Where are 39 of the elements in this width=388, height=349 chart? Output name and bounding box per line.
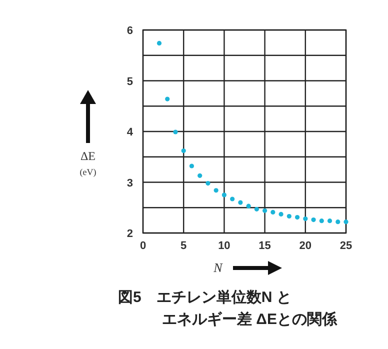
point [336, 220, 340, 224]
y-tick-label: 6 [126, 25, 133, 37]
point [230, 196, 235, 202]
x-tick-label: 20 [299, 240, 312, 252]
point [238, 200, 243, 205]
point [254, 206, 259, 212]
x-tick-label: 0 [140, 240, 146, 252]
x-tick-label: 5 [180, 240, 187, 252]
point [181, 148, 186, 154]
point [311, 218, 316, 222]
text: エネルギー差 ΔEとの関係 [162, 311, 338, 328]
point [246, 204, 251, 208]
point [344, 220, 348, 224]
y-tick-label: 3 [126, 177, 133, 190]
point [303, 216, 308, 222]
x-axis-title: N [212, 260, 224, 275]
point [270, 210, 276, 214]
point [278, 212, 284, 217]
y-tick-label: 4 [126, 126, 134, 138]
point [222, 192, 226, 198]
point [214, 188, 218, 193]
x-tick-label: 25 [340, 240, 352, 252]
point [327, 218, 332, 224]
point [189, 164, 194, 168]
point [286, 214, 292, 219]
point [294, 214, 300, 220]
point [173, 130, 178, 134]
point [206, 180, 210, 186]
text: 図5 エチレン単位数N と [118, 289, 292, 306]
y-axis-title: ΔE (eV) [80, 149, 96, 177]
x-tick-label: 15 [258, 240, 271, 252]
point [156, 40, 162, 46]
point [198, 173, 202, 178]
y-tick-label: 2 [126, 228, 133, 240]
point [165, 96, 170, 102]
point [319, 218, 324, 224]
x-tick-label: 10 [218, 240, 230, 252]
point [262, 208, 268, 213]
y-tick-label: 5 [126, 76, 133, 88]
